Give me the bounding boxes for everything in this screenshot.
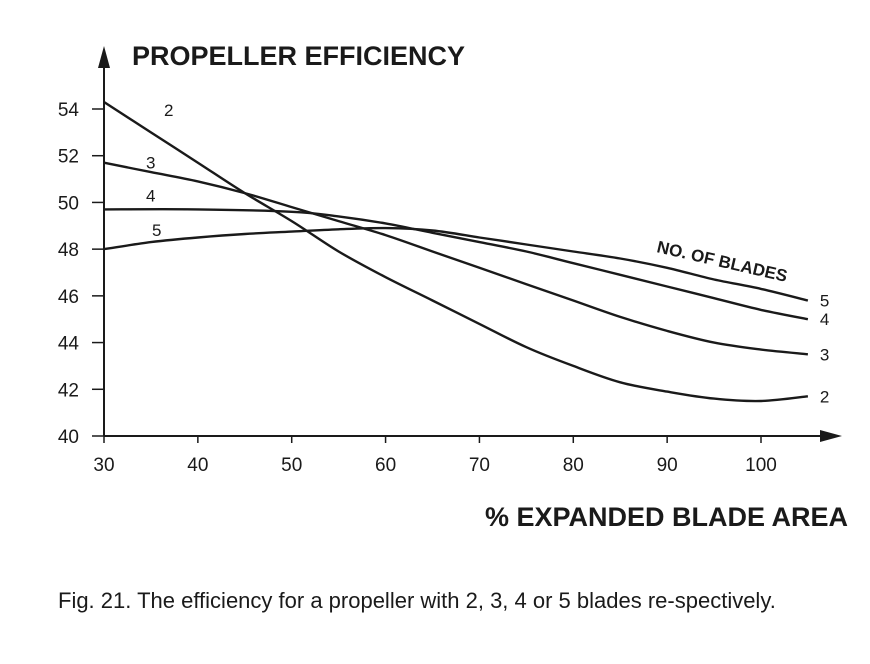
series-label-end-5: 5 (820, 292, 829, 311)
series-label-start-4: 4 (146, 186, 155, 205)
series-label-end-2: 2 (820, 387, 829, 406)
series-line-2 (103, 100, 809, 403)
y-tick-label: 54 (58, 100, 80, 121)
series-lines (103, 100, 809, 403)
series-label-start-3: 3 (146, 154, 155, 173)
y-tick-label: 44 (58, 334, 80, 355)
axes (98, 46, 842, 442)
series-label-start-5: 5 (152, 221, 161, 240)
y-tick-label: 50 (58, 193, 79, 214)
series-line-3 (103, 161, 809, 356)
y-tick-label: 42 (58, 380, 79, 401)
y-tick-label: 52 (58, 147, 79, 168)
x-tick-label: 60 (375, 455, 396, 476)
x-axis-title: % EXPANDED BLADE AREA (485, 502, 848, 532)
y-tick-label: 46 (58, 287, 79, 308)
x-tick-label: 90 (657, 455, 678, 476)
figure-caption: Fig. 21. The efficiency for a propeller … (58, 588, 776, 613)
x-tick-label: 70 (469, 455, 490, 476)
x-tick-label: 80 (563, 455, 584, 476)
y-tick-label: 40 (58, 427, 79, 448)
x-tick-label: 50 (281, 455, 302, 476)
series-label-start-2: 2 (164, 101, 173, 120)
x-tick-label: 30 (93, 455, 114, 476)
x-tick-label: 100 (745, 455, 777, 476)
x-tick-label: 40 (187, 455, 208, 476)
series-label-end-4: 4 (820, 310, 829, 329)
series-label-end-3: 3 (820, 345, 829, 364)
series-line-5 (103, 226, 809, 302)
legend-title: NO. OF BLADES (655, 237, 789, 285)
chart: PROPELLER EFFICIENCY % EXPANDED BLADE AR… (58, 41, 848, 532)
series-line-4 (103, 208, 809, 321)
y-tick-label: 48 (58, 240, 79, 261)
y-axis-arrow-icon (98, 46, 110, 68)
chart-title: PROPELLER EFFICIENCY (132, 41, 465, 71)
x-axis-arrow-icon (820, 430, 842, 442)
